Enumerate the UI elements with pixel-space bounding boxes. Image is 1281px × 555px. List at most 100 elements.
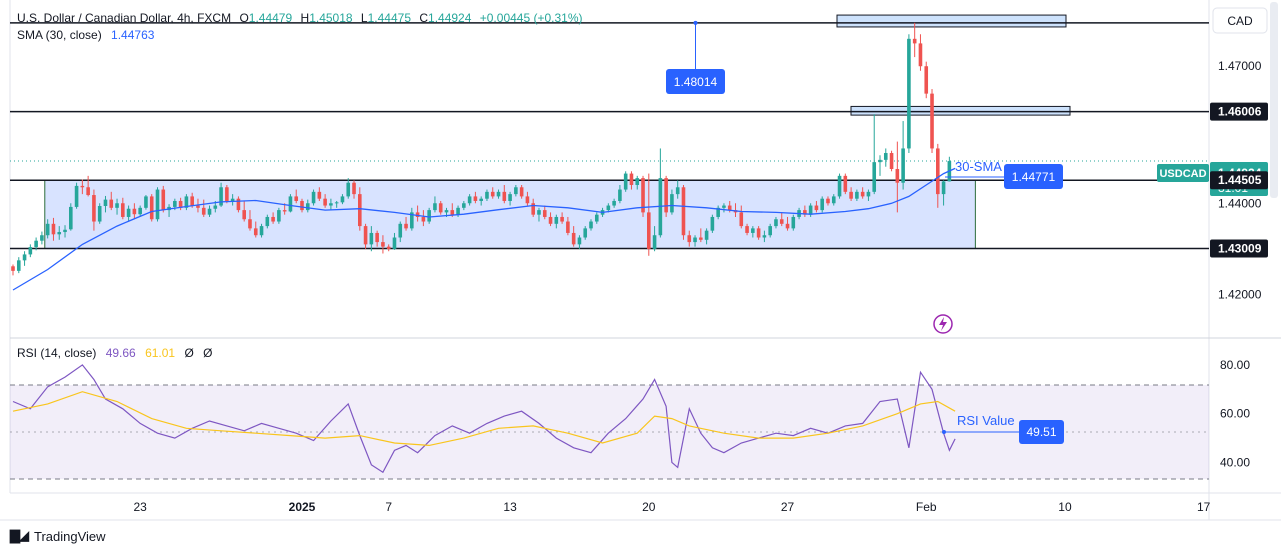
candle-body [699,237,703,240]
candle-body [219,187,223,206]
candle-body [115,203,119,208]
candle-body [433,203,437,211]
candle-body [687,235,692,243]
range-box[interactable] [44,179,976,250]
candle-body [69,206,73,230]
candle-body [317,191,322,199]
candle-body [918,43,923,67]
candle-body [381,242,385,247]
rsi-tick-label: 60.00 [1220,407,1250,421]
candle-body [554,216,559,224]
time-tick-label: Feb [916,500,937,514]
candle-body [531,203,535,215]
candle-body [756,228,761,238]
candle-body [496,191,501,197]
candle-body [843,175,848,192]
sma-line [12,167,956,291]
candle-body [872,162,877,192]
top-callout-box[interactable] [666,69,725,94]
close-label: C [419,11,428,25]
candle-body [97,205,102,222]
candle-body [704,230,709,240]
currency-button[interactable] [1212,7,1268,34]
candle-body [28,247,33,255]
candle-body [161,189,166,211]
candle-body [751,228,755,233]
candle-body [294,196,299,201]
rsi-legend: RSI (14, close) 49.66 61.01 Ø Ø [17,346,212,360]
candle-body [652,235,657,249]
candle-body [831,196,836,204]
candle-body [40,235,44,241]
candle-body [479,198,483,201]
rsi-tick-label: 40.00 [1220,455,1250,469]
time-tick-label: 2025 [289,500,316,514]
candle-body [352,182,356,195]
rsi-callout-label: 49.51 [1026,425,1056,439]
level-tag-label: 1.46006 [1218,105,1262,119]
time-tick-label: 27 [781,500,795,514]
high-value: 1.45018 [309,11,353,25]
candle-body [340,196,345,203]
tradingview-logo[interactable]: ▇◢ TradingView [10,528,106,544]
candle-body [722,205,726,208]
candle-body [623,173,628,190]
rsi-line [12,364,956,474]
candle-body [462,203,466,208]
resistance-zone-upper[interactable] [836,14,1067,28]
candle-body [791,216,796,229]
level-tags: 1.46006 1.44505 1.43009 [1210,102,1268,258]
candle-body [612,200,616,206]
time-tick-label: 23 [133,500,147,514]
svg-text:RSI (14, close) 49.66: RSI (14, close) 49.66 61.01 Ø Ø [17,346,212,360]
candle-body [901,148,905,183]
candle-body [618,189,622,201]
candle-body [508,194,512,201]
candle-body [808,205,813,215]
candle-body [664,178,668,213]
candle-body [358,194,362,227]
candle-body [230,198,235,201]
candle-body [670,194,674,213]
candle-body [242,210,246,220]
svg-text:U.S. Dollar / Canadian Dollar,: U.S. Dollar / Canadian Dollar, 4h, FXCM … [17,11,583,25]
rsi-annotation-text: RSI Value [957,413,1015,428]
sma-callout-box[interactable] [1004,164,1063,189]
rsi-axis[interactable]: 80.00 60.00 40.00 [1220,358,1250,470]
flash-icon[interactable] [933,314,953,334]
time-axis[interactable]: 23 2025 7 13 20 27 Feb 10 17 [133,500,1210,514]
candle-body [889,153,894,169]
candle-body [681,187,686,236]
candle-body [866,191,871,197]
candle-body [693,237,697,243]
rsi-lines [12,364,956,474]
price-scrollbar[interactable] [1270,2,1278,198]
candle-body [74,185,79,207]
candle-body [329,203,333,206]
rsi-legend-extra1: Ø [184,346,193,360]
sma-legend-value: 1.44763 [111,28,155,42]
candle-body [895,169,900,183]
candle-body [92,195,96,222]
candle-body [860,191,865,197]
resistance-zone-lower[interactable] [850,105,1071,116]
candle-body [675,187,680,195]
candle-body [606,205,611,211]
candle-body [282,210,287,212]
candle-body [225,187,229,201]
candle-body [589,221,593,229]
rsi-legend-value: 49.66 [106,346,136,360]
level-tag-box [1210,171,1268,190]
candle-body [594,214,599,222]
candle-body [323,198,327,206]
price-tick-label: 1.44000 [1218,196,1262,210]
rsi-ma-line [12,391,956,447]
price-axis[interactable]: 1.47000 1.44000 1.42000 [1218,59,1262,301]
open-value: 1.44479 [249,11,293,25]
level-tag-box [1210,239,1268,258]
candle-body [398,223,403,238]
candle-body [386,246,391,249]
candle-body [201,207,206,215]
rsi-callout-box[interactable] [1019,420,1064,444]
